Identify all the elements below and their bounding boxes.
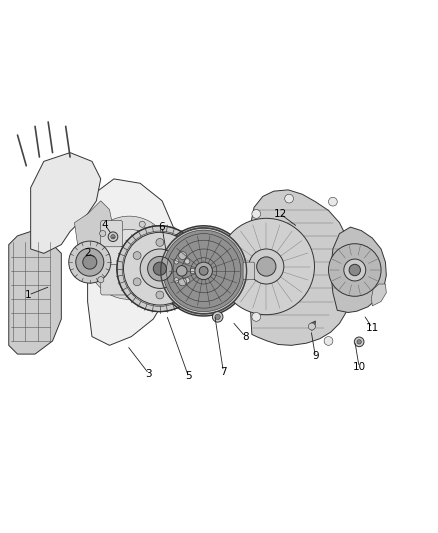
Circle shape (252, 312, 261, 321)
FancyBboxPatch shape (243, 262, 254, 280)
Circle shape (83, 255, 97, 269)
Polygon shape (31, 152, 101, 253)
Circle shape (111, 235, 115, 239)
Circle shape (160, 244, 166, 250)
Text: 8: 8 (242, 332, 249, 342)
Circle shape (218, 219, 314, 314)
Circle shape (173, 259, 179, 264)
Circle shape (98, 277, 104, 283)
Circle shape (148, 256, 172, 281)
Text: 1: 1 (25, 290, 32, 300)
Text: 3: 3 (145, 369, 152, 379)
Polygon shape (88, 179, 175, 345)
Circle shape (108, 232, 118, 241)
Circle shape (173, 278, 179, 283)
Circle shape (76, 248, 104, 276)
Circle shape (100, 230, 106, 237)
Circle shape (199, 266, 208, 275)
Text: 2: 2 (84, 248, 91, 259)
Circle shape (153, 262, 166, 275)
Text: 6: 6 (159, 222, 166, 232)
Circle shape (249, 249, 284, 284)
Circle shape (159, 226, 249, 316)
Circle shape (165, 254, 198, 287)
Circle shape (69, 241, 111, 283)
Text: 12: 12 (274, 209, 287, 219)
Circle shape (328, 244, 381, 296)
Text: 5: 5 (185, 371, 192, 381)
Circle shape (257, 257, 276, 276)
Circle shape (161, 228, 247, 314)
Circle shape (156, 238, 164, 246)
Circle shape (156, 291, 164, 299)
Polygon shape (331, 227, 386, 312)
Circle shape (101, 229, 158, 286)
Circle shape (344, 259, 366, 281)
Circle shape (354, 337, 364, 346)
Circle shape (88, 216, 171, 300)
Circle shape (139, 221, 145, 228)
Circle shape (190, 268, 195, 273)
Text: 4: 4 (102, 220, 109, 230)
Circle shape (357, 340, 361, 344)
Text: 10: 10 (353, 362, 366, 372)
Circle shape (133, 290, 139, 296)
Polygon shape (74, 201, 114, 258)
Circle shape (324, 336, 333, 345)
Circle shape (285, 194, 293, 203)
Circle shape (185, 278, 190, 283)
Circle shape (195, 262, 212, 280)
Circle shape (185, 259, 190, 264)
Circle shape (177, 265, 187, 276)
Text: 7: 7 (220, 367, 227, 377)
Circle shape (140, 249, 180, 288)
Circle shape (328, 197, 337, 206)
Circle shape (349, 264, 360, 276)
Polygon shape (250, 190, 357, 345)
Circle shape (168, 268, 173, 273)
Circle shape (308, 323, 315, 330)
Circle shape (124, 232, 196, 305)
Circle shape (133, 252, 141, 260)
Circle shape (117, 226, 203, 312)
Circle shape (212, 312, 223, 322)
FancyBboxPatch shape (101, 221, 123, 247)
Polygon shape (145, 236, 162, 275)
Polygon shape (9, 231, 61, 354)
Circle shape (179, 278, 187, 286)
FancyBboxPatch shape (101, 264, 127, 295)
Polygon shape (371, 284, 386, 306)
Circle shape (133, 278, 141, 286)
Circle shape (252, 209, 261, 219)
Circle shape (179, 252, 187, 260)
Text: 9: 9 (312, 351, 319, 361)
Circle shape (163, 230, 244, 312)
Circle shape (215, 314, 220, 319)
Text: 11: 11 (366, 323, 379, 333)
